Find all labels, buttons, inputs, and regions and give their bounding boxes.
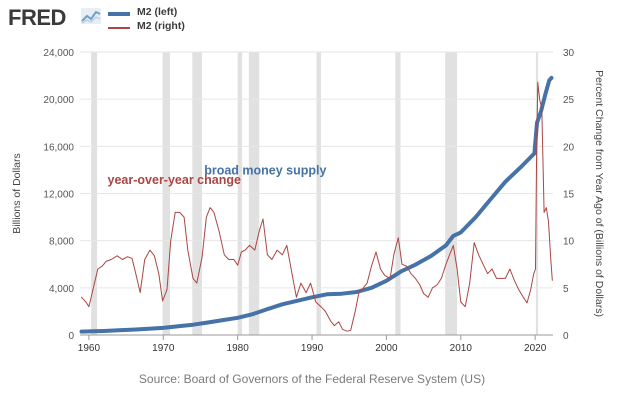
x-tick-label: 2000 (375, 343, 398, 354)
y-tick-label: 24,000 (43, 48, 74, 59)
y2-tick-label: 15 (563, 190, 575, 201)
x-tick-label: 1990 (301, 343, 324, 354)
fred-logo[interactable]: FRED (8, 5, 66, 30)
y-tick-label: 16,000 (43, 142, 74, 153)
y2-tick-label: 20 (563, 142, 575, 153)
source-note: Source: Board of Governors of the Federa… (138, 372, 486, 386)
chart: 0 4,000 8,000 12,000 16,000 20,000 24,000 0 5 10 1… (11, 48, 605, 354)
y-axis-label: Billions of Dollars (11, 153, 23, 234)
x-tick-label: 1960 (78, 343, 101, 354)
y2-tick-label: 25 (563, 95, 575, 106)
y-tick-label: 8,000 (49, 237, 74, 248)
x-tick-label: 2010 (450, 343, 473, 354)
series-line-m2-left (79, 75, 554, 334)
legend-label-m2-left: M2 (left) (137, 6, 178, 18)
legend-swatch-m2-left (108, 12, 130, 16)
annotation: year-over-year change (108, 173, 241, 187)
y2-tick-label: 0 (563, 331, 569, 342)
x-tick-label: 1970 (152, 343, 175, 354)
header: FRED M2 (left) M2 (right) (0, 0, 624, 40)
line-chart-icon (81, 8, 101, 24)
y-tick-label: 20,000 (43, 95, 74, 106)
annotation: broad money supply (204, 164, 326, 178)
legend-label-m2-right: M2 (right) (137, 20, 185, 32)
y2-tick-label: 5 (563, 284, 569, 295)
y-tick-label: 12,000 (43, 190, 74, 201)
series-line-m2-right (81, 81, 553, 332)
x-tick-label: 2020 (524, 343, 547, 354)
y2-tick-label: 10 (563, 237, 575, 248)
y2-axis-label: Percent Change from Year Ago of (Billion… (593, 70, 605, 317)
x-tick-label: 1980 (227, 343, 250, 354)
y2-tick-label: 30 (563, 48, 575, 59)
y-tick-label: 4,000 (49, 284, 74, 295)
y-tick-label: 0 (68, 331, 74, 342)
legend-swatch-m2-right (108, 27, 130, 29)
